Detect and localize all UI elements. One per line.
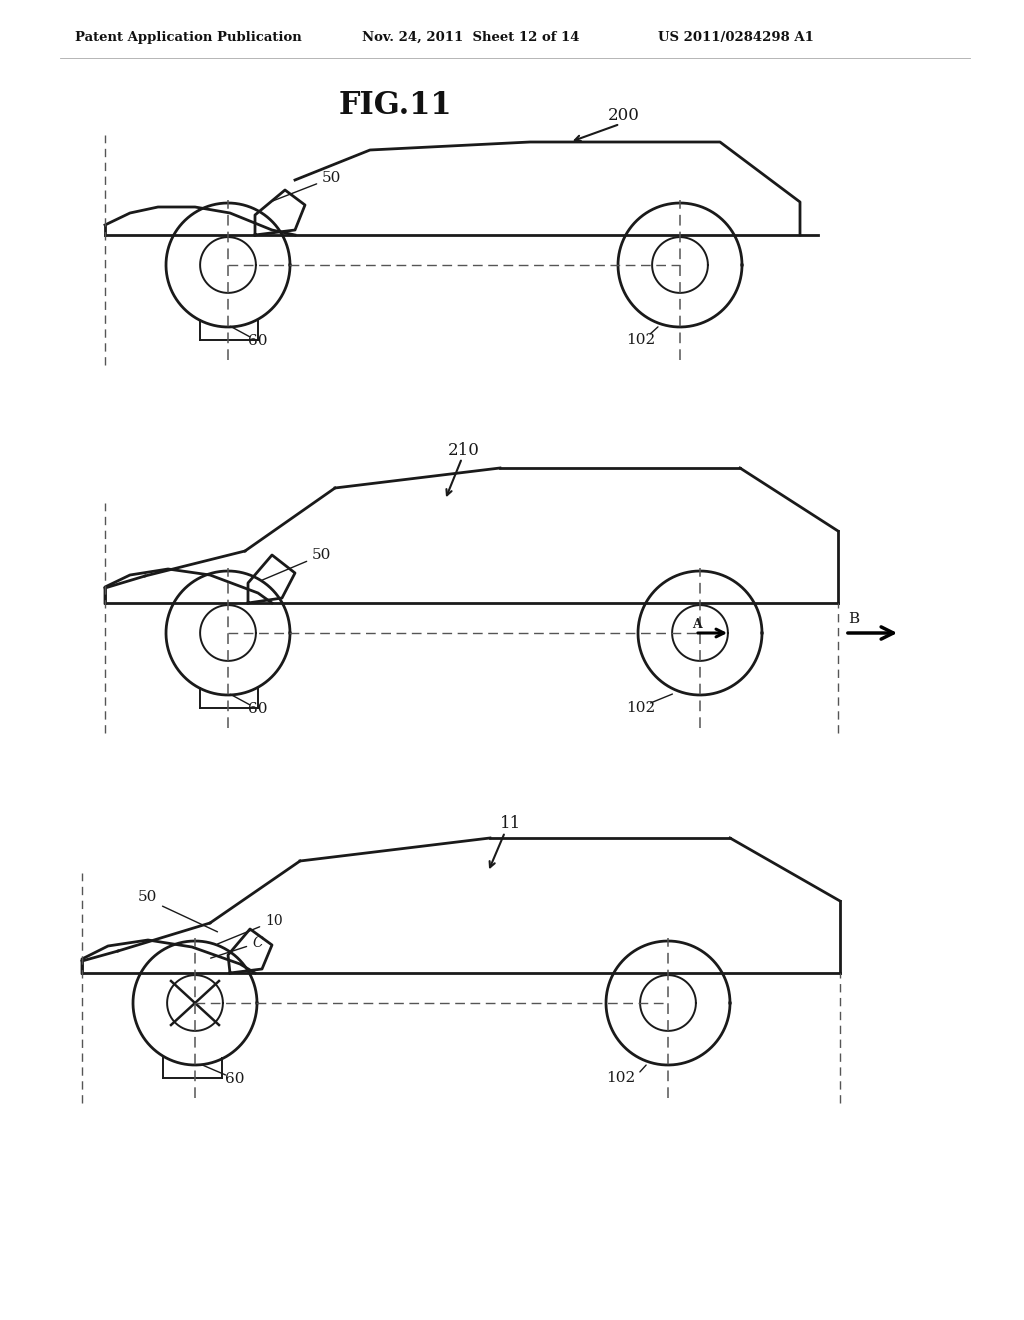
Text: 102: 102 <box>626 333 655 347</box>
Text: US 2011/0284298 A1: US 2011/0284298 A1 <box>658 30 814 44</box>
Text: Patent Application Publication: Patent Application Publication <box>75 30 302 44</box>
Text: 11: 11 <box>500 814 521 832</box>
Text: 200: 200 <box>608 107 640 124</box>
Text: 50: 50 <box>138 890 158 904</box>
Text: 60: 60 <box>248 702 267 715</box>
Text: 102: 102 <box>606 1071 635 1085</box>
Text: 50: 50 <box>272 172 341 201</box>
Text: C: C <box>211 936 262 958</box>
Text: B: B <box>848 612 859 626</box>
Text: 10: 10 <box>217 913 283 944</box>
Text: 50: 50 <box>262 548 332 579</box>
Text: 60: 60 <box>225 1072 245 1086</box>
Text: 60: 60 <box>248 334 267 348</box>
Text: FIG.11: FIG.11 <box>338 90 452 120</box>
Text: 102: 102 <box>626 701 655 715</box>
Text: A: A <box>692 618 701 631</box>
Text: Nov. 24, 2011  Sheet 12 of 14: Nov. 24, 2011 Sheet 12 of 14 <box>362 30 580 44</box>
Text: 210: 210 <box>449 442 480 459</box>
